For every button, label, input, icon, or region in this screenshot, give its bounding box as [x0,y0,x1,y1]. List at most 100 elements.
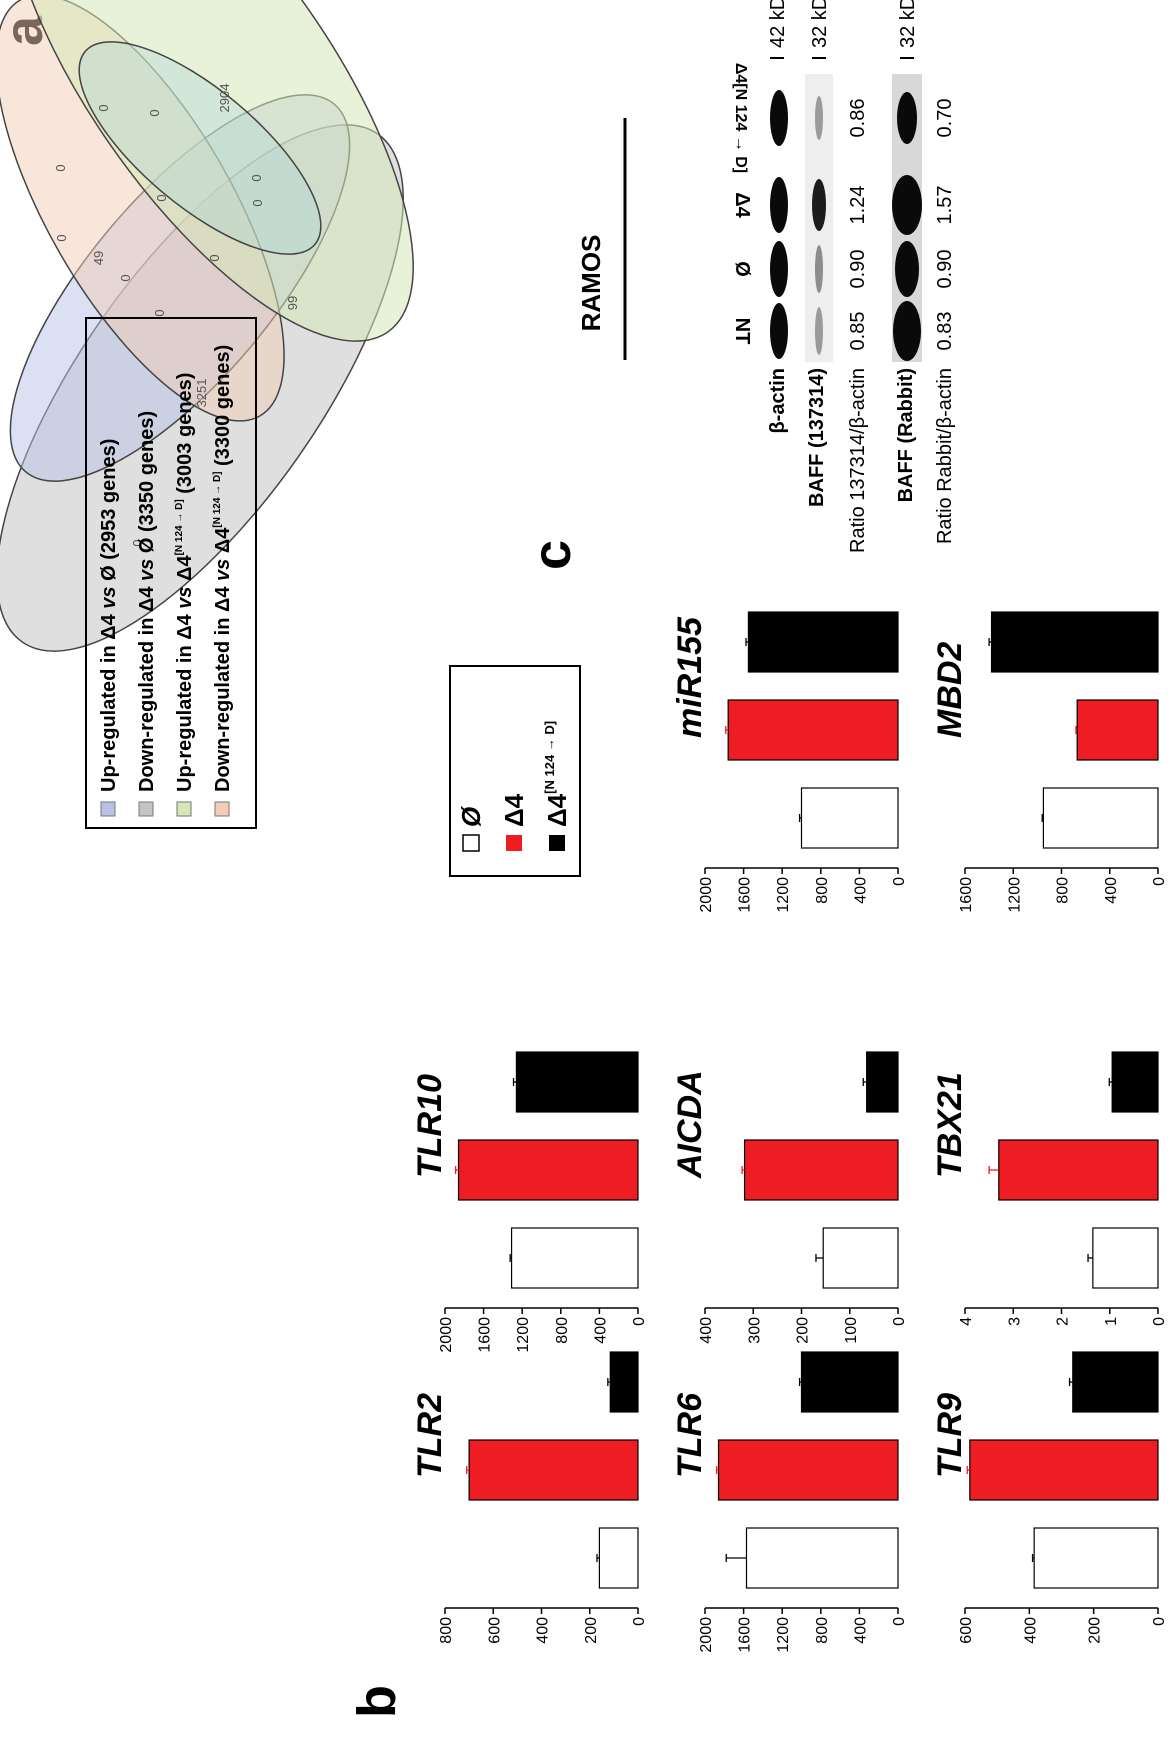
y-tick-label: 800 [814,1617,831,1644]
panel-label-b: b [347,1685,407,1718]
y-tick-label: 3 [1006,1317,1023,1326]
legend-b-box [449,665,581,877]
venn-count: 0 [96,104,111,111]
blot-band [815,307,823,355]
venn-count: 0 [249,174,264,181]
blot-band [815,96,823,140]
blot-band [770,90,788,146]
chart-title: MBD2 [931,642,969,738]
y-tick-label: 400 [1022,1617,1039,1644]
y-tick-label: 400 [1103,877,1120,904]
y-tick-label: 2000 [698,1617,715,1653]
legend-b-swatch [549,835,565,851]
y-tick-label: 400 [852,877,869,904]
chart-title: TLR6 [671,1392,709,1478]
bar-chart-tlr10: 0 400 800 1200 1600 2000 TLR10 [411,1051,648,1353]
y-tick-label: 0 [891,1317,908,1326]
bar-chart-mbd2: 0 400 800 1200 1600 MBD2 [931,611,1168,913]
blot-lane-label: Δ4 [731,192,753,218]
y-tick-label: 0 [1151,877,1168,886]
y-tick-label: 1600 [477,1317,494,1353]
y-tick-label: 400 [592,1317,609,1344]
y-tick-label: 0 [631,1617,648,1626]
bar [609,1351,639,1413]
blot-ratio-value: 0.86 [847,99,869,138]
blot-band [812,179,826,231]
y-tick-label: 200 [583,1617,600,1644]
chart-title: TLR2 [411,1393,449,1478]
y-tick-label: 400 [535,1617,552,1644]
blot-ratio-value: 1.24 [847,186,869,225]
bar [990,611,1159,673]
blot-ratio-label: Ratio Rabbit/β-actin [934,368,956,544]
legend-a-box [85,317,257,829]
legend-b-entry: Δ4 [499,793,529,827]
bar [515,1051,639,1113]
bar-chart-tlr2: 0 200 400 600 800 TLR2 [411,1351,648,1644]
blot-band [815,245,823,293]
bar [866,1051,899,1113]
venn-count: 0 [207,254,222,261]
legend-a-swatch [176,801,192,817]
bar [598,1527,639,1589]
legend-a-swatch [100,801,116,817]
y-tick-label: 200 [1087,1617,1104,1644]
blot-kda-label: 42 kDa [767,0,789,48]
blot-lane-label: NT [731,318,753,345]
blot-kda-label: 32 kDa [897,0,919,48]
bar [727,699,899,761]
blot-lane-label: Δ4[N 124 → D] [732,63,749,173]
venn-count: 0 [147,109,162,116]
blot-band [895,241,919,297]
western-blot: RAMOS NT Ø Δ4 Δ4[N 124 → D] β-actin BAFF… [576,0,956,553]
y-tick-label: 0 [891,1617,908,1626]
legend-a-entry: Down-regulated in Δ4 vs Δ4[N 124 → D] (3… [212,345,234,792]
y-tick-label: 0 [631,1317,648,1326]
y-tick-label: 800 [1055,877,1072,904]
blot-ratio-value: 1.57 [934,186,956,225]
venn-count: 0 [130,539,145,546]
blot-title: RAMOS [576,235,606,332]
chart-title: TLR10 [411,1074,449,1178]
venn-count: 3251 [194,379,209,408]
bar [510,1227,639,1289]
y-tick-label: 1600 [737,1617,754,1653]
chart-title: TLR9 [931,1393,969,1478]
bar [1042,787,1159,849]
y-tick-label: 800 [438,1617,455,1644]
venn-diagram: 0 0 0 0 0 49 0 2904 0 0 3251 0 0 0 99 0 [0,0,414,652]
bar [457,1139,639,1201]
legend-a-entry: Up-regulated in Δ4 vs Δ4[N 124 → D] (300… [174,373,196,792]
y-tick-label: 400 [698,1317,715,1344]
y-tick-label: 1600 [958,877,975,913]
blot-row-label: BAFF (137314) [806,368,828,507]
legend-b-entry: Δ4[N 124 → D] [542,721,572,827]
y-tick-label: 1 [1103,1317,1120,1326]
y-tick-label: 0 [891,877,908,886]
legend-b-swatch [506,835,522,851]
blot-band [770,241,788,297]
y-tick-label: 0 [1151,1317,1168,1326]
blot-band [897,92,917,144]
legend-a-entry: Down-regulated in Δ4 vs Ø (3350 genes) [136,411,158,792]
y-tick-label: 600 [958,1617,975,1644]
bar [1076,699,1159,761]
bar [717,1439,899,1501]
bar [745,1527,899,1589]
legend-a-swatch [214,801,230,817]
bar-chart-tbx21: 0 1 2 3 4 TBX21 [931,1051,1168,1326]
y-tick-label: 200 [795,1317,812,1344]
legend-b-entry: Ø [456,805,486,827]
y-tick-label: 100 [843,1317,860,1344]
bar [822,1227,899,1289]
bar [468,1439,639,1501]
blot-ratio-value: 0.85 [847,312,869,351]
blot-ratio-value: 0.70 [934,99,956,138]
y-tick-label: 1200 [775,1617,792,1653]
bar [998,1139,1159,1201]
blot-band [892,175,922,235]
y-tick-label: 800 [554,1317,571,1344]
legend-a: Up-regulated in Δ4 vs Ø (2953 genes) Dow… [85,317,257,829]
y-tick-label: 2 [1055,1317,1072,1326]
